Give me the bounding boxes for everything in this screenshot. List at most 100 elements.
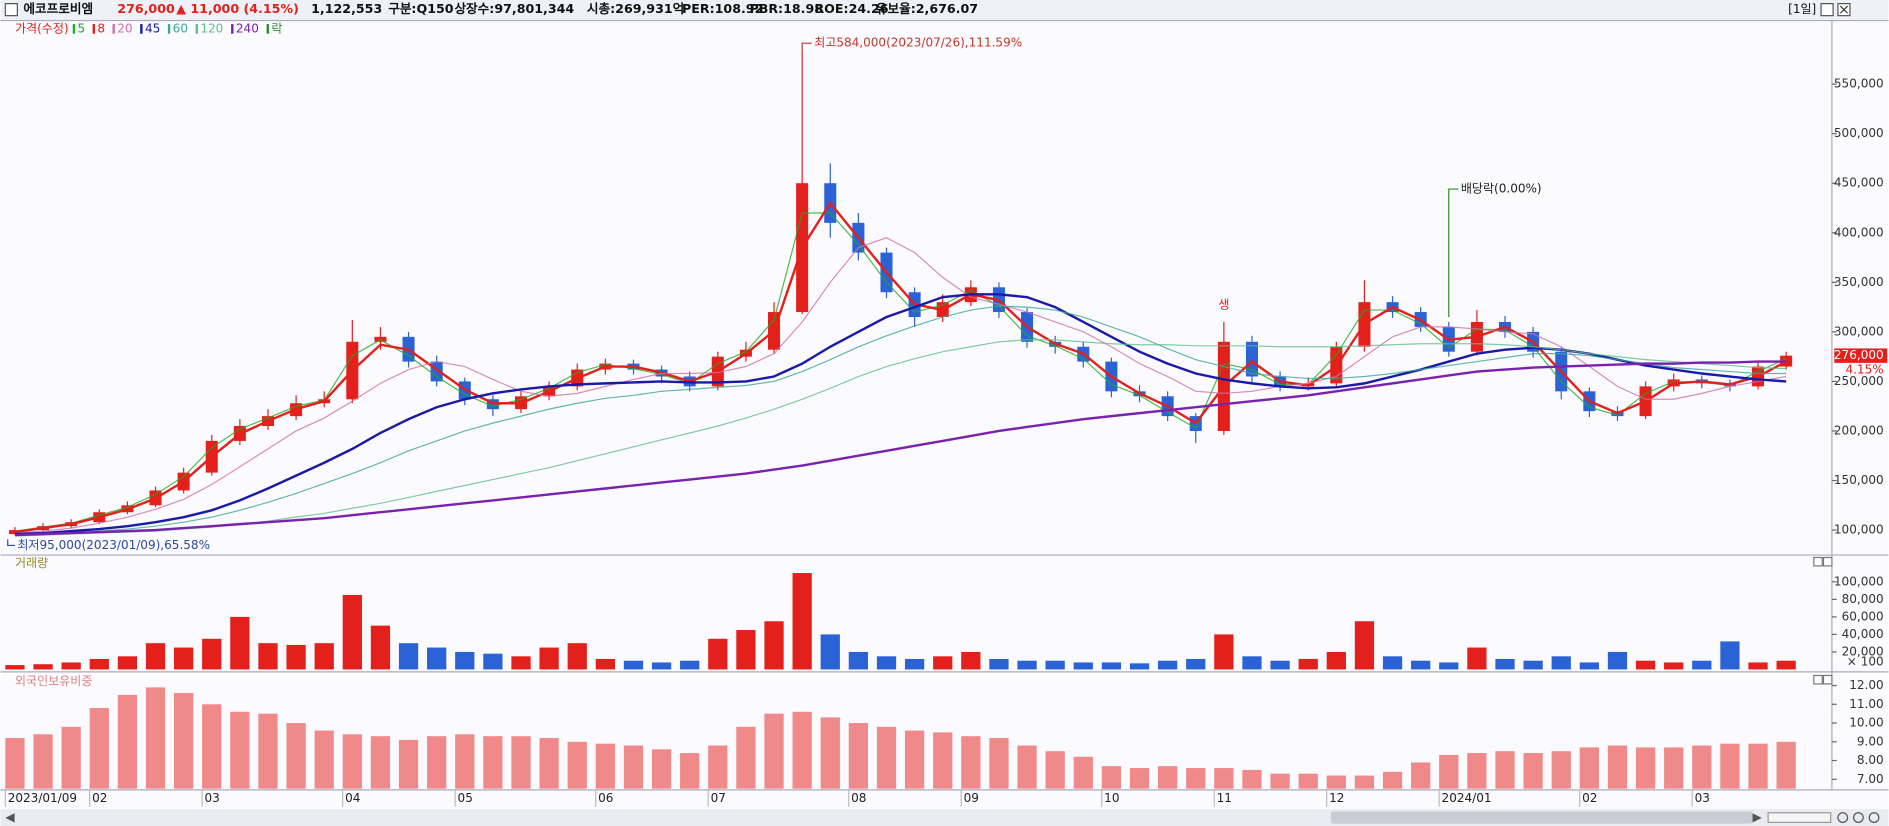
bar <box>1720 743 1740 789</box>
moving-average <box>14 360 1787 537</box>
bar <box>1635 747 1656 789</box>
bar <box>539 738 559 789</box>
panel-title: 거래량 <box>15 556 48 570</box>
legend-swatch <box>231 24 234 34</box>
x-tick-label: 07 <box>711 791 726 805</box>
annotation-arrow <box>7 539 15 547</box>
bar <box>61 662 81 670</box>
y-tick-label: 350,000 <box>1834 275 1884 289</box>
panel-button[interactable] <box>1822 556 1833 567</box>
x-tick-label: 11 <box>1217 791 1232 805</box>
bar <box>1607 651 1628 670</box>
bar <box>483 653 503 670</box>
y-tick-label: 9.00 <box>1857 734 1884 748</box>
trade-volume: 1,122,553 <box>311 1 382 16</box>
bar <box>961 736 981 789</box>
bar <box>1635 660 1656 670</box>
y-tick-label: 20,000 <box>1842 644 1884 658</box>
stock-name: 에코프로비엠 <box>23 1 93 16</box>
bar <box>286 644 306 670</box>
bar <box>314 643 334 670</box>
bar <box>1045 660 1065 670</box>
legend-swatch <box>72 24 76 34</box>
zoom-slider[interactable] <box>1767 812 1832 823</box>
y-tick-label: 200,000 <box>1834 423 1884 437</box>
bar <box>117 656 138 670</box>
scroll-left[interactable]: ◀ <box>5 810 15 824</box>
bar <box>1579 747 1599 789</box>
bar <box>876 656 897 670</box>
bar <box>286 723 306 789</box>
scrollbar-thumb[interactable] <box>1331 811 1753 824</box>
close-icon <box>1839 5 1848 14</box>
zoom-reset[interactable] <box>1868 812 1880 823</box>
bar <box>1467 647 1487 670</box>
bar <box>1411 660 1431 670</box>
bar <box>736 726 756 789</box>
bar <box>1439 754 1459 789</box>
bar <box>1101 766 1122 789</box>
legend-label: 8 <box>97 21 105 35</box>
bar <box>258 713 278 789</box>
bar <box>1186 768 1206 789</box>
panel-button[interactable] <box>1813 556 1823 567</box>
legend-label: 120 <box>200 21 223 35</box>
bar <box>33 664 53 670</box>
x-tick-label: 03 <box>205 791 220 805</box>
zoom-in[interactable] <box>1837 812 1849 823</box>
bar <box>230 711 250 789</box>
legend-label: 240 <box>236 21 259 35</box>
moving-average <box>14 305 1787 536</box>
y-tick-label: 12.00 <box>1849 678 1883 692</box>
bar <box>708 638 728 670</box>
bar <box>1495 658 1515 670</box>
bar <box>1776 660 1796 670</box>
bar <box>1101 662 1122 670</box>
bar <box>1073 662 1093 670</box>
bar <box>145 687 166 789</box>
bar <box>5 738 25 789</box>
y-tick-label: 100,000 <box>1834 574 1884 588</box>
bar <box>398 739 419 789</box>
x-tick-label: 02 <box>1582 791 1597 805</box>
bar <box>792 711 812 789</box>
x-tick-label: 05 <box>458 791 473 805</box>
legend-label: 20 <box>117 21 132 35</box>
bar <box>1270 773 1290 789</box>
legend-swatch <box>92 24 96 34</box>
bar <box>1129 768 1150 789</box>
y-tick-label: 300,000 <box>1834 324 1884 338</box>
bar <box>202 704 222 789</box>
bar <box>1523 660 1543 670</box>
legend-swatch <box>112 24 115 34</box>
y-tick-label: 450,000 <box>1834 176 1884 190</box>
period-button[interactable]: [1일] <box>1788 2 1816 16</box>
y-tick-label: 7.00 <box>1857 772 1884 786</box>
bar <box>1664 747 1684 789</box>
legend-label: 락 <box>271 21 282 35</box>
info-field: 구분:Q150 <box>388 1 454 16</box>
restore-button[interactable] <box>1820 3 1834 17</box>
checkbox[interactable] <box>4 3 18 17</box>
bar <box>933 732 953 789</box>
info-field: 시총:269,931억 <box>587 1 684 16</box>
moving-average <box>14 212 1787 532</box>
bar <box>89 708 109 789</box>
zoom-out[interactable] <box>1852 812 1864 823</box>
bar <box>1298 773 1318 789</box>
x-tick-label: 10 <box>1104 791 1119 805</box>
bar <box>1214 768 1234 789</box>
bar <box>314 730 334 789</box>
bar <box>961 651 981 670</box>
bar <box>933 656 953 670</box>
panel-button[interactable] <box>1813 674 1823 685</box>
bar <box>230 616 250 670</box>
y-tick-label: 100,000 <box>1834 523 1884 537</box>
bar <box>848 651 869 670</box>
scroll-right[interactable]: ▶ <box>1752 810 1762 824</box>
bar <box>370 625 391 670</box>
bar <box>1354 621 1375 670</box>
bar <box>117 694 138 789</box>
panel-button[interactable] <box>1822 674 1833 685</box>
